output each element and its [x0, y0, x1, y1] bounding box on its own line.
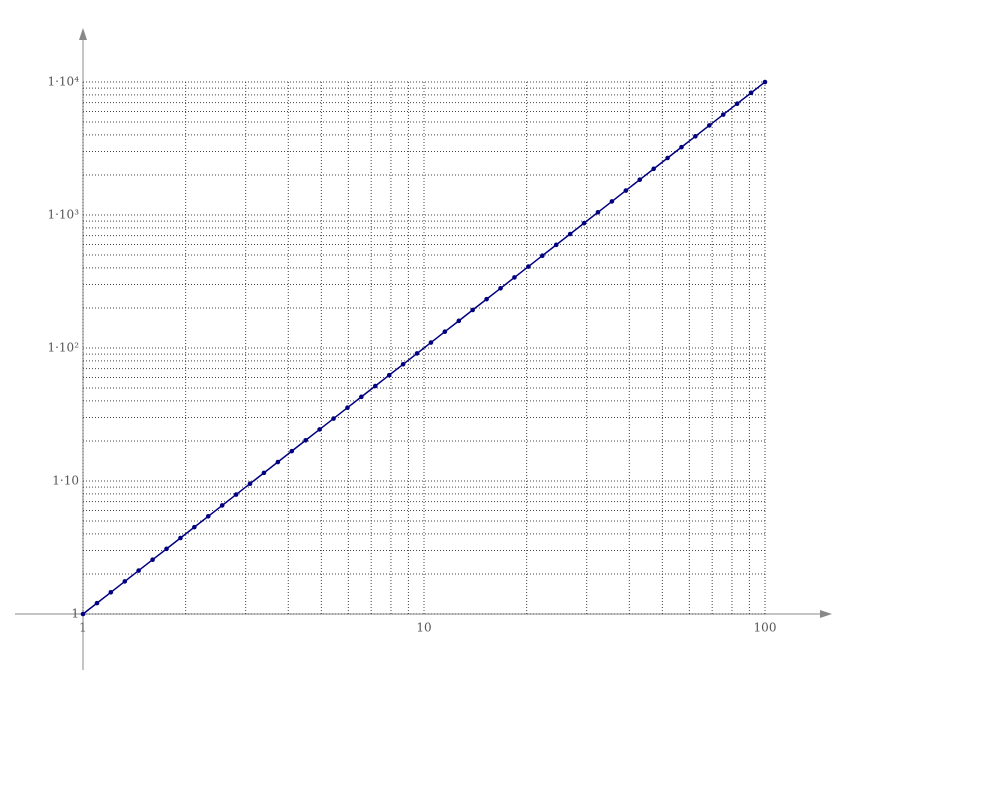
data-point — [693, 133, 698, 139]
data-point — [136, 568, 141, 573]
data-point — [178, 535, 183, 541]
data-point — [553, 242, 559, 248]
data-point — [317, 427, 322, 432]
data-point — [345, 405, 350, 411]
data-point — [150, 557, 155, 563]
data-point — [261, 470, 267, 476]
data-point — [540, 253, 545, 259]
x-tick-label: 1 — [79, 621, 87, 635]
data-point — [484, 296, 489, 302]
data-point — [679, 144, 684, 150]
y-tick-label: 1·10³ — [47, 208, 79, 222]
data-point — [498, 285, 503, 291]
data-point — [470, 307, 475, 313]
data-point — [651, 166, 656, 172]
data-point — [164, 546, 169, 552]
data-point — [331, 416, 336, 421]
data-point — [609, 199, 615, 204]
data-point — [414, 351, 420, 356]
data-point — [219, 503, 225, 508]
data-point — [567, 231, 573, 237]
data-point — [400, 361, 406, 367]
data-point — [665, 155, 670, 161]
data-point — [122, 579, 128, 584]
data-point — [386, 372, 392, 378]
data-point — [108, 589, 114, 595]
y-tick-label: 1·10 — [52, 474, 79, 488]
data-point — [623, 188, 629, 193]
data-point — [372, 383, 378, 389]
data-point — [303, 437, 308, 443]
data-point — [748, 90, 754, 96]
data-point — [289, 448, 295, 454]
data-point — [637, 177, 643, 183]
data-point — [456, 318, 462, 324]
y-axis-arrow — [79, 28, 87, 40]
y-tick-label: 1·10⁴ — [47, 75, 79, 89]
data-point — [720, 112, 726, 117]
data-point — [94, 600, 100, 606]
x-tick-label: 10 — [416, 621, 431, 635]
data-point — [734, 101, 740, 107]
y-tick-label: 1·10² — [47, 341, 79, 355]
plot: 1 10 100 1 1·10 1·10² 1·10³ 1·10⁴ — [47, 75, 776, 635]
data-point — [205, 513, 211, 519]
data-point — [762, 79, 768, 85]
data-point — [595, 209, 601, 215]
data-point — [512, 275, 517, 280]
x-tick-label: 100 — [754, 621, 777, 635]
data-point — [233, 492, 239, 497]
data-point — [192, 524, 197, 530]
data-point — [526, 264, 531, 269]
data-point — [707, 123, 712, 128]
data-point — [275, 459, 281, 465]
data-point — [247, 481, 253, 487]
data-point — [80, 611, 86, 617]
series-line — [82, 81, 766, 615]
x-axis-arrow — [820, 610, 832, 618]
y-tick-label: 1 — [71, 607, 79, 621]
data-point — [359, 394, 364, 400]
data-point — [581, 220, 587, 226]
data-point — [442, 329, 448, 335]
data-point — [428, 340, 434, 345]
